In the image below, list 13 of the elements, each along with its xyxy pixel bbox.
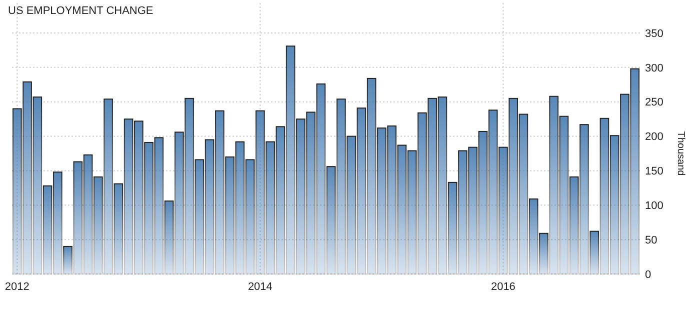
x-tick-label: 2012	[4, 281, 30, 293]
y-tick-label: 0	[645, 268, 652, 281]
y-tick-label: 150	[645, 166, 664, 178]
chart-title: US EMPLOYMENT CHANGE	[8, 5, 154, 17]
y-tick-label: 300	[645, 62, 664, 74]
y-tick-label: 200	[645, 131, 664, 144]
y-tick-label: 50	[645, 234, 658, 246]
y-tick-label: 250	[645, 96, 664, 109]
y-tick-label: 350	[645, 28, 664, 40]
y-tick-label: 100	[645, 200, 664, 212]
x-tick-label: 2014	[248, 281, 272, 293]
x-tick-label: 2016	[490, 281, 516, 293]
y-axis-title: Thousand	[675, 131, 686, 176]
